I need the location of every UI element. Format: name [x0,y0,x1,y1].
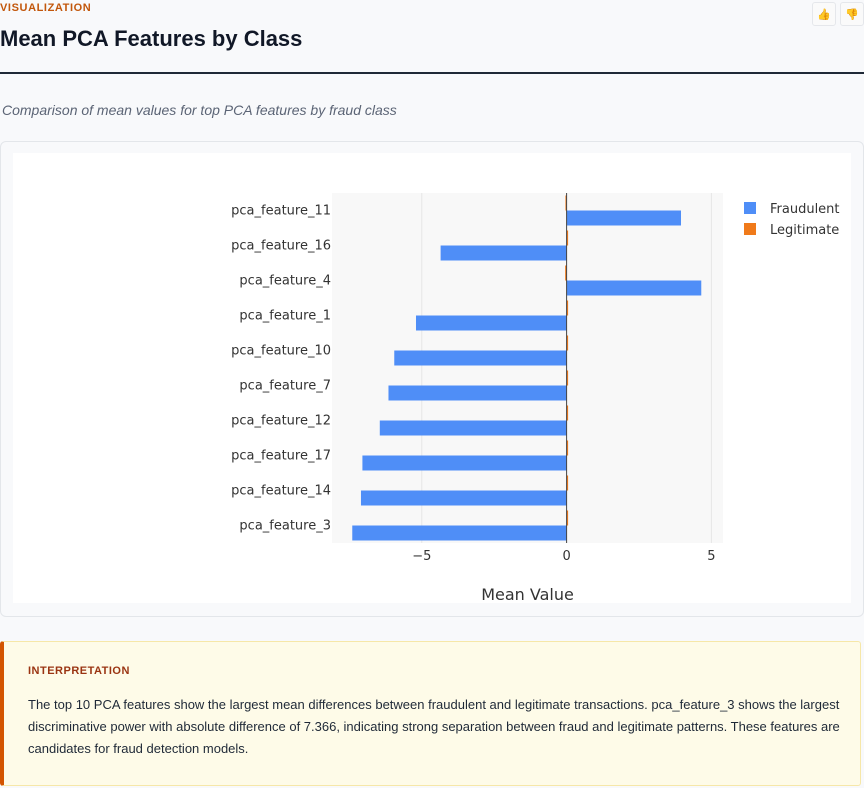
interpretation-text: The top 10 PCA features show the largest… [28,697,840,756]
y-tick-label: pca_feature_14 [231,484,331,499]
y-tick-label: pca_feature_12 [231,414,331,429]
bar-legitimate [566,335,569,351]
bar-legitimate [565,265,567,281]
bar-legitimate [566,230,569,246]
bar-legitimate [566,440,569,456]
y-tick-label: pca_feature_4 [239,274,331,289]
chart-container: pca_feature_11 pca_feature_16 pca_feature_… [13,153,851,604]
bar-fraudulent [362,455,567,471]
legend-swatch-legitimate [744,223,756,235]
eyebrow-label: VISUALIZATION [0,2,92,14]
bar-fraudulent [352,525,567,541]
x-tick-label: −5 [412,549,431,564]
bar-legitimate [566,475,569,491]
y-tick-label: pca_feature_11 [231,204,331,219]
thumbs-down-icon: 👎 [845,8,859,21]
bar-legitimate [566,300,569,316]
y-tick-label: pca_feature_16 [231,239,331,254]
y-tick-label: pca_feature_10 [231,344,331,359]
x-tick-label: 0 [562,549,570,564]
bar-fraudulent [388,385,567,401]
page-title: Mean PCA Features by Class [0,26,303,51]
bar-fraudulent [360,490,567,506]
feedback-buttons: 👍 👎 [812,2,864,26]
legend-label-legitimate: Legitimate [770,223,839,238]
thumbs-down-button[interactable]: 👎 [840,2,864,26]
interpretation-panel: INTERPRETATION The top 10 PCA features s… [0,641,861,786]
y-tick-label: pca_feature_17 [231,449,331,464]
chart-subtitle: Comparison of mean values for top PCA fe… [2,102,397,118]
legend-label-fraudulent: Fraudulent [770,202,840,217]
x-tick-label: 5 [707,549,715,564]
bar-legitimate [566,370,569,386]
bar-legitimate [566,405,569,421]
interpretation-label: INTERPRETATION [28,665,130,677]
y-tick-label: pca_feature_3 [239,519,331,534]
legend-swatch-fraudulent [744,202,756,214]
bar-fraudulent [566,280,702,296]
x-axis-title: Mean Value [481,585,574,603]
bar-fraudulent [415,315,567,331]
thumbs-up-icon: 👍 [817,8,831,21]
bar-fraudulent [379,420,567,436]
thumbs-up-button[interactable]: 👍 [812,2,836,26]
bar-legitimate [566,510,569,526]
header-divider [0,72,864,74]
bar-chart: pca_feature_11 pca_feature_16 pca_feature_… [231,193,840,604]
y-tick-label: pca_feature_1 [239,309,331,324]
bar-fraudulent [394,350,567,366]
bar-fraudulent [566,210,682,226]
y-tick-label: pca_feature_7 [239,379,331,394]
bar-fraudulent [440,245,567,261]
